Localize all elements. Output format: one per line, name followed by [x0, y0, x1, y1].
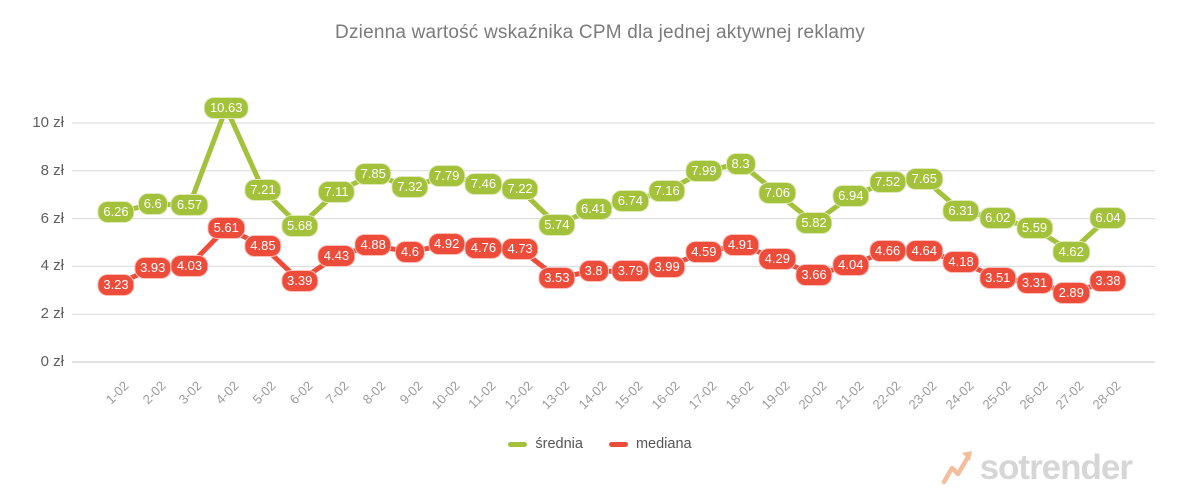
y-axis-label: 8 zł — [40, 161, 64, 179]
legend-label-mediana: mediana — [635, 436, 692, 452]
data-label: 4.29 — [758, 248, 796, 271]
data-label: 7.06 — [758, 182, 796, 205]
data-label: 3.38 — [1089, 270, 1127, 293]
data-label: 6.6 — [137, 193, 168, 216]
data-label: 6.74 — [611, 189, 650, 212]
data-label: 4.6 — [394, 241, 425, 264]
srednia-swatch-icon — [508, 441, 528, 447]
chart-legend: średnia mediana — [0, 436, 1200, 452]
data-label: 6.31 — [942, 200, 980, 223]
data-label: 5.74 — [538, 213, 576, 236]
data-label: 3.79 — [611, 260, 650, 283]
data-label: 6.26 — [97, 201, 135, 224]
sotrender-wordmark: sotrender — [979, 448, 1133, 487]
data-label: 6.04 — [1089, 206, 1127, 229]
data-label: 3.51 — [979, 267, 1017, 290]
data-label: 5.59 — [1015, 217, 1054, 240]
legend-item-srednia[interactable]: średnia — [508, 436, 583, 452]
data-label: 3.23 — [97, 273, 135, 296]
data-label: 4.03 — [170, 254, 209, 277]
data-label: 4.04 — [832, 254, 870, 277]
data-label: 4.92 — [428, 233, 466, 256]
data-label: 4.73 — [501, 237, 539, 260]
data-label: 6.94 — [832, 185, 870, 208]
data-label: 3.8 — [578, 260, 609, 283]
data-label: 5.82 — [795, 211, 833, 234]
data-label: 7.65 — [905, 168, 943, 191]
data-label: 7.85 — [354, 163, 392, 186]
data-label: 6.02 — [979, 207, 1017, 230]
data-label: 8.3 — [725, 152, 756, 175]
data-label: 2.89 — [1052, 281, 1090, 304]
data-label: 6.41 — [574, 197, 613, 220]
data-label: 5.68 — [281, 215, 319, 238]
data-label: 7.22 — [501, 178, 539, 201]
y-axis-label: 10 zł — [32, 114, 64, 131]
data-label: 4.43 — [317, 245, 356, 268]
data-label: 7.16 — [648, 179, 686, 202]
data-label: 3.66 — [795, 263, 833, 286]
data-label: 4.88 — [354, 234, 392, 257]
data-label: 7.46 — [464, 172, 503, 195]
y-axis-label: 0 zł — [40, 353, 64, 370]
y-axis-label: 4 zł — [40, 257, 64, 275]
data-label: 4.76 — [464, 237, 503, 260]
data-label: 4.66 — [868, 239, 907, 262]
data-label: 3.99 — [648, 255, 686, 278]
data-label: 7.99 — [685, 160, 723, 183]
data-label: 4.64 — [905, 240, 943, 263]
data-label: 7.11 — [318, 181, 355, 204]
chart-title: Dzienna wartość wskaźnika CPM dla jednej… — [335, 22, 865, 43]
legend-item-mediana[interactable]: mediana — [608, 436, 692, 452]
sotrender-logo: sotrender — [941, 448, 1133, 488]
data-label: 4.62 — [1052, 240, 1090, 263]
mediana-swatch-icon — [608, 441, 628, 447]
legend-label-srednia: średnia — [535, 436, 583, 452]
y-axis-label: 6 zł — [40, 209, 64, 227]
data-label: 7.32 — [391, 176, 429, 199]
trend-arrow-icon — [941, 451, 972, 485]
data-label: 5.61 — [207, 216, 245, 239]
data-label: 4.59 — [685, 241, 723, 264]
data-label: 4.91 — [721, 233, 760, 256]
data-label: 6.57 — [170, 193, 209, 216]
data-label: 3.31 — [1015, 271, 1054, 294]
data-label: 3.93 — [134, 257, 172, 280]
data-label: 4.18 — [942, 251, 980, 274]
data-label: 4.85 — [244, 235, 282, 258]
data-label: 7.79 — [428, 164, 466, 187]
y-axis-label: 2 zł — [40, 305, 64, 323]
data-label: 7.21 — [244, 178, 282, 201]
data-label: 10.63 — [203, 96, 249, 119]
data-label: 3.53 — [538, 266, 576, 289]
data-label: 3.39 — [281, 269, 319, 292]
data-label: 7.52 — [868, 171, 907, 194]
